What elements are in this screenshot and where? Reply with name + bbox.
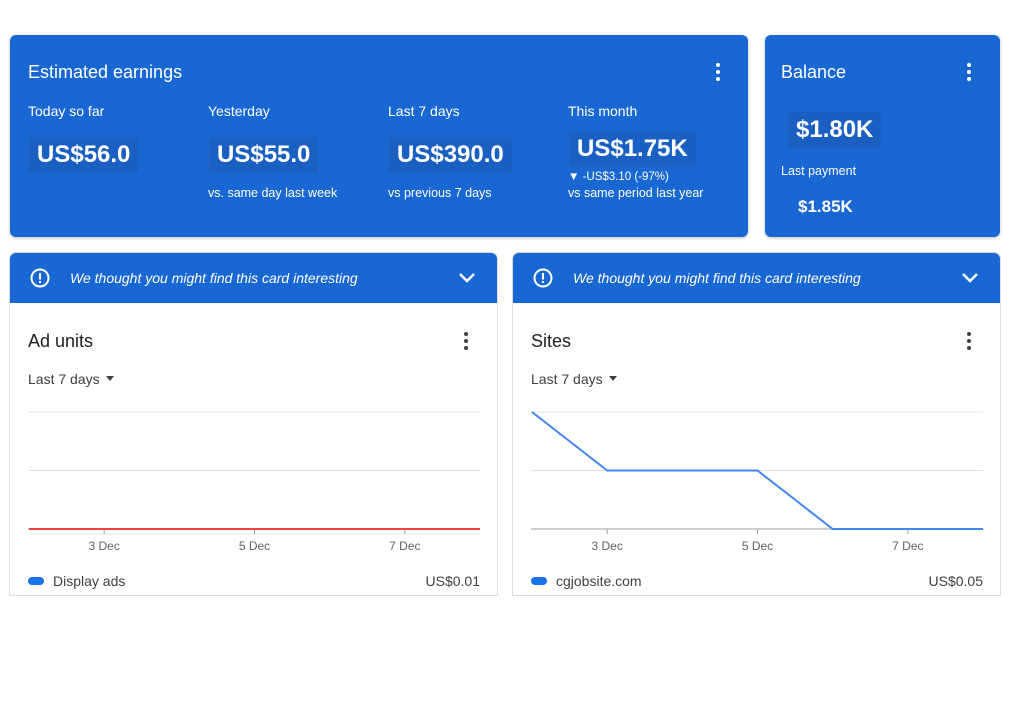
balance-title: Balance (781, 62, 847, 82)
x-tick-label: 7 Dec (389, 539, 420, 553)
insight-card: We thought you might find this card inte… (10, 253, 497, 595)
x-tick-label: 3 Dec (88, 539, 119, 553)
period-label: Last 7 days (28, 371, 100, 387)
last-payment-value: $1.85K (798, 197, 853, 216)
legend-label: Display ads (53, 573, 126, 589)
metric-value: US$1.75K (569, 131, 696, 167)
banner-text: We thought you might find this card inte… (70, 270, 358, 286)
legend-label: cgjobsite.com (556, 573, 642, 589)
info-icon (533, 268, 553, 288)
series-line (531, 411, 983, 530)
dropdown-arrow (105, 376, 114, 381)
metric-note: vs. same day last week (208, 186, 338, 200)
metric-note: vs previous 7 days (388, 186, 492, 200)
total-value: US$0.05 (928, 573, 983, 589)
legend-swatch (531, 577, 547, 585)
banner[interactable]: We thought you might find this card inte… (10, 253, 497, 303)
period-dropdown[interactable]: Last 7 days (28, 371, 118, 387)
x-tick-label: 7 Dec (892, 539, 923, 553)
metric-note: vs same period last year (568, 186, 704, 200)
metric-change: ▼ -US$3.10 (-97%) (568, 171, 669, 183)
expand-button[interactable] (458, 271, 476, 285)
last-payment-label: Last payment (781, 164, 857, 178)
menu-button[interactable] (714, 62, 722, 82)
metric-value: US$55.0 (209, 137, 319, 173)
metric-value: US$56.0 (29, 137, 139, 173)
legend-swatch (28, 577, 44, 585)
info-icon (30, 268, 50, 288)
x-tick-label: 5 Dec (239, 539, 270, 553)
expand-button[interactable] (961, 271, 979, 285)
chart: 3 Dec 5 Dec 7 Dec (531, 411, 983, 553)
metric-label: This month (568, 103, 638, 119)
period-dropdown[interactable]: Last 7 days (531, 371, 621, 387)
x-tick-label: 3 Dec (591, 539, 622, 553)
insight-card: We thought you might find this card inte… (513, 253, 1000, 595)
banner[interactable]: We thought you might find this card inte… (513, 253, 1000, 303)
menu-button[interactable] (462, 331, 470, 351)
metric-label: Last 7 days (388, 103, 460, 119)
period-label: Last 7 days (531, 371, 603, 387)
card-title: Sites (531, 331, 572, 351)
menu-button[interactable] (965, 331, 973, 351)
chart: 3 Dec 5 Dec 7 Dec (28, 411, 480, 553)
earnings-card: Estimated earnings Today so far US$56.0 Ye… (10, 35, 748, 237)
balance-card: Balance $1.80K Last payment $1.85K (765, 35, 1000, 237)
banner-text: We thought you might find this card inte… (573, 270, 861, 286)
menu-button[interactable] (965, 62, 973, 82)
metric-value: US$390.0 (389, 137, 512, 173)
x-tick-label: 5 Dec (742, 539, 773, 553)
metric-label: Today so far (28, 103, 105, 119)
dropdown-arrow (608, 376, 617, 381)
metric-label: Yesterday (208, 103, 270, 119)
total-value: US$0.01 (425, 573, 480, 589)
card-title: Ad units (28, 331, 94, 351)
balance-value: $1.80K (788, 112, 882, 148)
earnings-title: Estimated earnings (28, 62, 183, 82)
